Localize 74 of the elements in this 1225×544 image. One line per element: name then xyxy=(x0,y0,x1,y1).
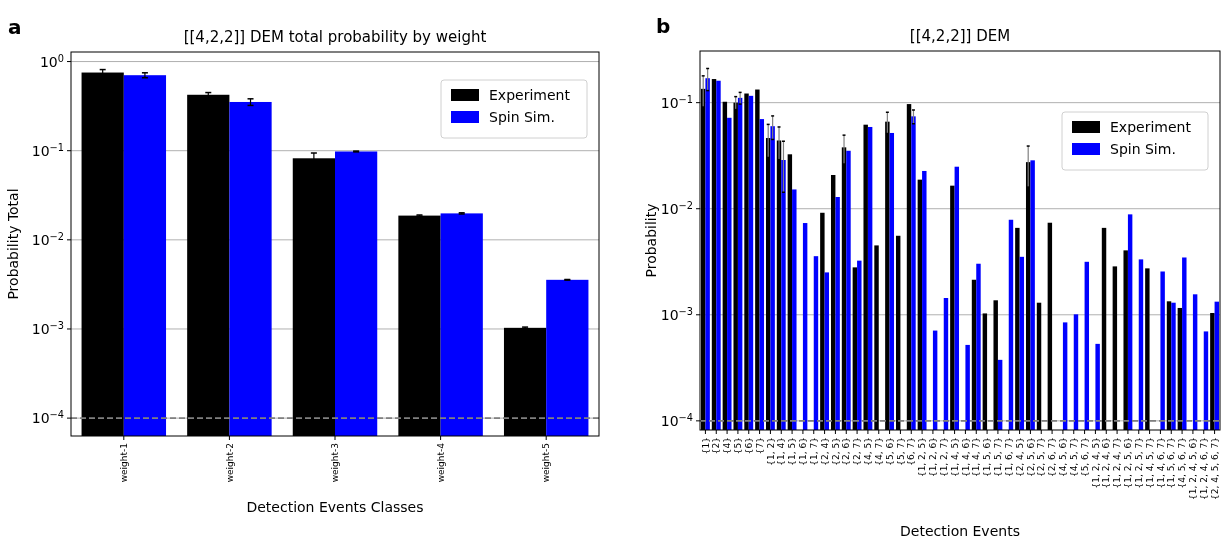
chart-title: [[4,2,2]] DEM total probability by weight xyxy=(183,28,487,46)
x-tick-label: {1, 2, 4, 5} xyxy=(1090,437,1101,489)
x-axis-title: Detection Events xyxy=(900,523,1020,539)
x-tick-label: {4, 7} xyxy=(873,437,884,466)
y-tick-label: 10$^{−2}$ xyxy=(31,230,64,248)
x-tick-label: {5, 6} xyxy=(884,437,895,466)
x-tick-label: {1, 2, 4, 6} xyxy=(1101,437,1112,489)
x-tick-label: weight-1 xyxy=(118,443,129,483)
x-tick-label: {4, 5, 6} xyxy=(1058,437,1069,478)
x-tick-label: {1, 2, 4, 6, 7} xyxy=(1198,437,1209,500)
x-tick-label: {1, 2, 4, 5, 6} xyxy=(1188,437,1199,500)
legend-label: Spin Sim. xyxy=(489,109,555,125)
x-tick-label: {2, 5, 7} xyxy=(1036,437,1047,478)
x-tick-label: {4, 5, 6, 7} xyxy=(1177,437,1188,489)
x-tick-label: {4} xyxy=(722,437,733,455)
x-tick-label: {2, 5, 6} xyxy=(1025,437,1036,478)
text: b xyxy=(656,14,671,38)
y-tick-label: 10$^{−2}$ xyxy=(660,199,693,217)
x-tick-label: {1, 5, 6} xyxy=(982,437,993,478)
x-tick-label: {6} xyxy=(743,437,754,455)
x-tick-label: {1, 2, 5, 7} xyxy=(1133,437,1144,489)
x-tick-label: {4, 5, 7} xyxy=(1068,437,1079,478)
x-tick-label: {2, 6} xyxy=(841,437,852,466)
x-tick-label: {1, 6} xyxy=(798,437,809,466)
x-tick-label: {2, 5} xyxy=(830,437,841,466)
y-tick-label: 10$^{−1}$ xyxy=(660,93,693,111)
legend-label: Spin Sim. xyxy=(1110,141,1176,157)
y-axis-title: Probability xyxy=(643,203,659,278)
x-tick-label: {2, 4} xyxy=(819,437,830,466)
x-tick-label: {7} xyxy=(754,437,765,455)
x-tick-label: {2, 4, 5, 6, 7} xyxy=(1209,437,1220,500)
x-tick-label: {1, 4, 5, 7} xyxy=(1144,437,1155,489)
y-tick-label: 10$^{−3}$ xyxy=(660,305,693,323)
x-tick-label: weight-5 xyxy=(541,443,552,483)
y-tick-label: 10$^{0}$ xyxy=(39,52,64,70)
x-tick-label: {1, 5, 6, 7} xyxy=(1166,437,1177,489)
text: a xyxy=(8,15,22,39)
x-tick-label: {5, 7} xyxy=(895,437,906,466)
y-tick-label: 10$^{−3}$ xyxy=(31,319,64,337)
chart-title: [[4,2,2]] DEM xyxy=(909,27,1011,45)
x-axis-title: Detection Events Classes xyxy=(246,499,424,515)
x-tick-label: weight-2 xyxy=(224,443,235,483)
x-tick-label: weight-3 xyxy=(330,443,341,483)
x-tick-label: {1, 2, 5} xyxy=(917,437,928,478)
y-axis-title: Probability Total xyxy=(5,188,21,300)
x-tick-label: {2, 6, 7} xyxy=(1047,437,1058,478)
x-tick-label: {1, 5} xyxy=(787,437,798,466)
y-tick-label: 10$^{−4}$ xyxy=(31,408,64,427)
x-tick-label: {2, 7} xyxy=(852,437,863,466)
x-tick-label: {1, 6, 7} xyxy=(1003,437,1014,478)
x-tick-label: {1, 2, 6} xyxy=(928,437,939,478)
x-tick-label: {1, 2, 5, 6} xyxy=(1123,437,1134,489)
x-tick-label: {1, 7} xyxy=(808,437,819,466)
x-tick-label: {2, 4, 5} xyxy=(1014,437,1025,478)
x-tick-label: {1, 4, 5} xyxy=(949,437,960,478)
x-tick-label: {1, 2} xyxy=(765,437,776,466)
x-tick-label: {1, 2, 7} xyxy=(938,437,949,478)
legend-label: Experiment xyxy=(1110,119,1192,135)
x-tick-label: {1, 4} xyxy=(776,437,787,466)
y-tick-label: 10$^{−4}$ xyxy=(660,411,693,429)
x-tick-label: {6, 7} xyxy=(906,437,917,466)
x-tick-label: {1, 4, 6} xyxy=(960,437,971,478)
legend-label: Experiment xyxy=(489,87,571,103)
x-tick-label: {4, 5} xyxy=(863,437,874,466)
y-tick-label: 10$^{−1}$ xyxy=(31,141,64,159)
x-tick-label: {2} xyxy=(711,437,722,455)
x-tick-label: {1, 4, 6, 7} xyxy=(1155,437,1166,489)
x-tick-label: {5} xyxy=(733,437,744,455)
x-tick-label: {1, 5, 7} xyxy=(993,437,1004,478)
x-tick-label: {5, 6, 7} xyxy=(1079,437,1090,478)
x-tick-label: {1, 4, 7} xyxy=(971,437,982,478)
x-tick-label: {1} xyxy=(700,437,711,455)
x-tick-label: weight-4 xyxy=(435,442,446,483)
x-tick-label: {1, 2, 4, 7} xyxy=(1112,437,1123,489)
